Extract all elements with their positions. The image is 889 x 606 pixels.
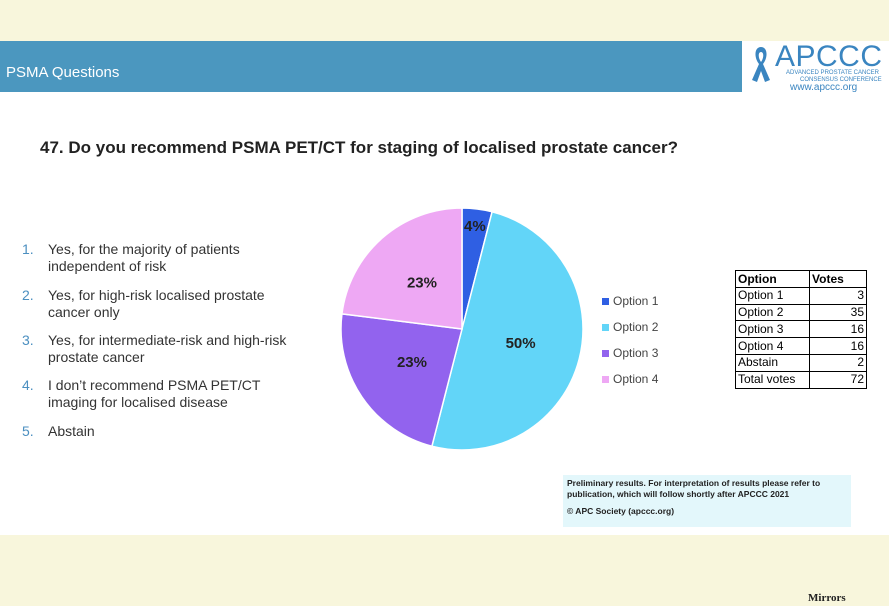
header-bar bbox=[0, 41, 742, 92]
legend-swatch bbox=[602, 376, 609, 383]
table-header: Option bbox=[735, 270, 810, 288]
option: 1. Yes, for the majority of patients inde… bbox=[22, 241, 310, 275]
note-text: Preliminary results. For interpretation … bbox=[567, 478, 821, 499]
table-cell: Option 1 bbox=[735, 286, 810, 305]
option-number: 1. bbox=[22, 241, 34, 257]
option: 3. Yes, for intermediate-risk and high-ri… bbox=[22, 332, 310, 366]
table-cell: 35 bbox=[809, 303, 867, 322]
header-title: PSMA Questions bbox=[6, 64, 120, 81]
table-row: Total votes 72 bbox=[735, 370, 867, 389]
table-cell: 16 bbox=[809, 337, 867, 355]
option-text: Yes, for high-risk localised prostate ca… bbox=[48, 287, 265, 320]
option-number: 3. bbox=[22, 332, 34, 348]
table-cell: Option 3 bbox=[735, 320, 810, 339]
watermark: Mirrors bbox=[808, 592, 846, 604]
slice-label: 4% bbox=[464, 218, 486, 235]
legend-swatch bbox=[602, 350, 609, 357]
logo-subtitle: ADVANCED PROSTATE CANCER bbox=[786, 70, 880, 76]
legend-label: Option 4 bbox=[613, 372, 659, 386]
option-number: 2. bbox=[22, 287, 34, 303]
option-text: Yes, for the majority of patients indepe… bbox=[48, 241, 240, 274]
table-cell: Option 2 bbox=[735, 303, 810, 322]
slice-label: 23% bbox=[407, 275, 437, 292]
legend-swatch bbox=[602, 324, 609, 331]
table-cell: Abstain bbox=[735, 353, 810, 372]
table-row: Option 2 35 bbox=[735, 303, 867, 322]
logo-box bbox=[742, 41, 889, 92]
logo-url: www.apccc.org bbox=[790, 82, 858, 93]
logo-subtitle: CONSENSUS CONFERENCE bbox=[800, 77, 882, 83]
table-cell: 2 bbox=[809, 353, 867, 372]
table-header: Votes bbox=[809, 270, 867, 288]
legend-label: Option 2 bbox=[613, 320, 659, 334]
option: 2. Yes, for high-risk localised prostate … bbox=[22, 287, 310, 321]
table-cell: Total votes bbox=[735, 370, 810, 389]
logo-text: APCCC bbox=[775, 40, 883, 73]
ribbon-icon bbox=[752, 47, 770, 82]
legend-label: Option 1 bbox=[613, 294, 659, 308]
legend-label: Option 3 bbox=[613, 346, 659, 360]
legend-swatch bbox=[602, 298, 609, 305]
question: 47. Do you recommend PSMA PET/CT for sta… bbox=[40, 138, 678, 157]
slice-label: 23% bbox=[397, 354, 427, 371]
option-number: 5. bbox=[22, 423, 34, 439]
slice-label: 50% bbox=[506, 335, 536, 352]
pie-slice bbox=[341, 207, 463, 330]
option-text: Yes, for intermediate-risk and high-risk… bbox=[48, 332, 287, 365]
option: 4. I don’t recommend PSMA PET/CT imaging … bbox=[22, 377, 310, 411]
table-cell: 72 bbox=[809, 370, 867, 389]
option-text: I don’t recommend PSMA PET/CT imaging fo… bbox=[48, 377, 261, 410]
table-cell: Option 4 bbox=[735, 337, 810, 355]
note-copyright: © APC Society (apccc.org) bbox=[567, 506, 675, 516]
table-cell: 3 bbox=[809, 286, 867, 305]
option-text: Abstain bbox=[48, 423, 95, 439]
pie-slice bbox=[430, 210, 584, 451]
option-number: 4. bbox=[22, 377, 34, 393]
note: Preliminary results. For interpretation … bbox=[563, 475, 851, 527]
table-row: Abstain 2 bbox=[735, 353, 867, 372]
table-row: Option 3 16 bbox=[735, 320, 867, 339]
table-cell: 16 bbox=[809, 320, 867, 339]
pie-slice bbox=[340, 312, 463, 448]
option: 5. Abstain bbox=[22, 423, 310, 440]
table-row: Option 4 16 bbox=[735, 337, 867, 355]
pie-chart: 4% Option 1 50% Option 2 23% Option 3 23% Optio… bbox=[340, 207, 659, 451]
